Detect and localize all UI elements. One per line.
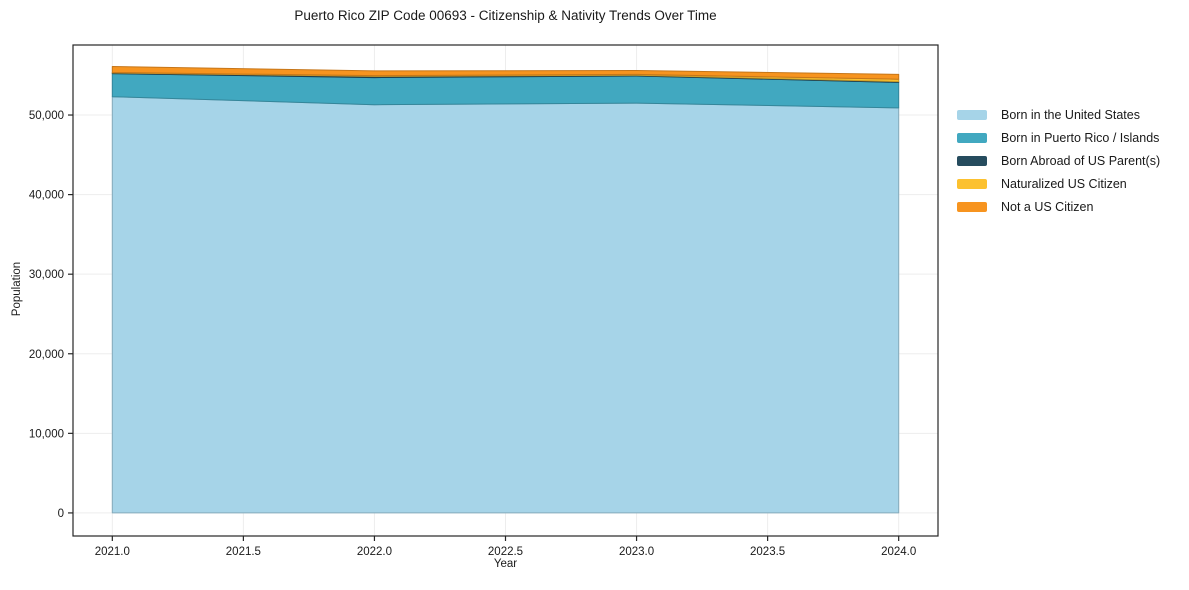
y-axis-label: Population — [11, 261, 23, 317]
axis-ticks: 0 10,000 20,000 30,000 40,000 50,000 2021.0 202… — [29, 110, 916, 558]
y-tick-label: 50,000 — [29, 110, 64, 122]
legend-swatch — [957, 155, 987, 166]
legend-swatch — [957, 132, 987, 143]
y-tick-label: 40,000 — [29, 190, 64, 202]
x-tick-label: 2021.5 — [226, 546, 261, 558]
y-tick-label: 10,000 — [29, 428, 64, 440]
y-tick-label: 0 — [58, 508, 64, 520]
legend-swatch — [957, 201, 987, 212]
x-tick-label: 2024.0 — [881, 546, 916, 558]
legend-item: Naturalized US Citizen — [957, 172, 1160, 195]
legend-label: Born Abroad of US Parent(s) — [1001, 153, 1161, 168]
area-layer — [111, 66, 900, 80]
x-tick-label: 2021.0 — [95, 546, 130, 558]
legend: Born in the United States Born in Puerto… — [957, 103, 1160, 218]
legend-label: Naturalized US Citizen — [1001, 176, 1127, 191]
legend-label: Born in the United States — [1001, 107, 1140, 122]
area-layer — [111, 96, 900, 514]
legend-item: Born in Puerto Rico / Islands — [957, 126, 1160, 149]
y-tick-label: 30,000 — [29, 269, 64, 281]
legend-item: Born Abroad of US Parent(s) — [957, 149, 1160, 172]
chart-title: Puerto Rico ZIP Code 00693 - Citizenship… — [294, 8, 717, 23]
legend-label: Born in Puerto Rico / Islands — [1001, 130, 1160, 145]
x-tick-label: 2023.0 — [619, 546, 654, 558]
legend-label: Not a US Citizen — [1001, 199, 1094, 214]
x-axis-label: Year — [493, 558, 518, 570]
x-tick-label: 2022.5 — [488, 546, 523, 558]
legend-swatch — [957, 109, 987, 120]
legend-swatch — [957, 178, 987, 189]
legend-item: Not a US Citizen — [957, 195, 1160, 218]
stacked-areas — [111, 66, 900, 514]
legend-item: Born in the United States — [957, 103, 1160, 126]
y-tick-label: 20,000 — [29, 349, 64, 361]
x-tick-label: 2023.5 — [750, 546, 785, 558]
x-tick-label: 2022.0 — [357, 546, 392, 558]
